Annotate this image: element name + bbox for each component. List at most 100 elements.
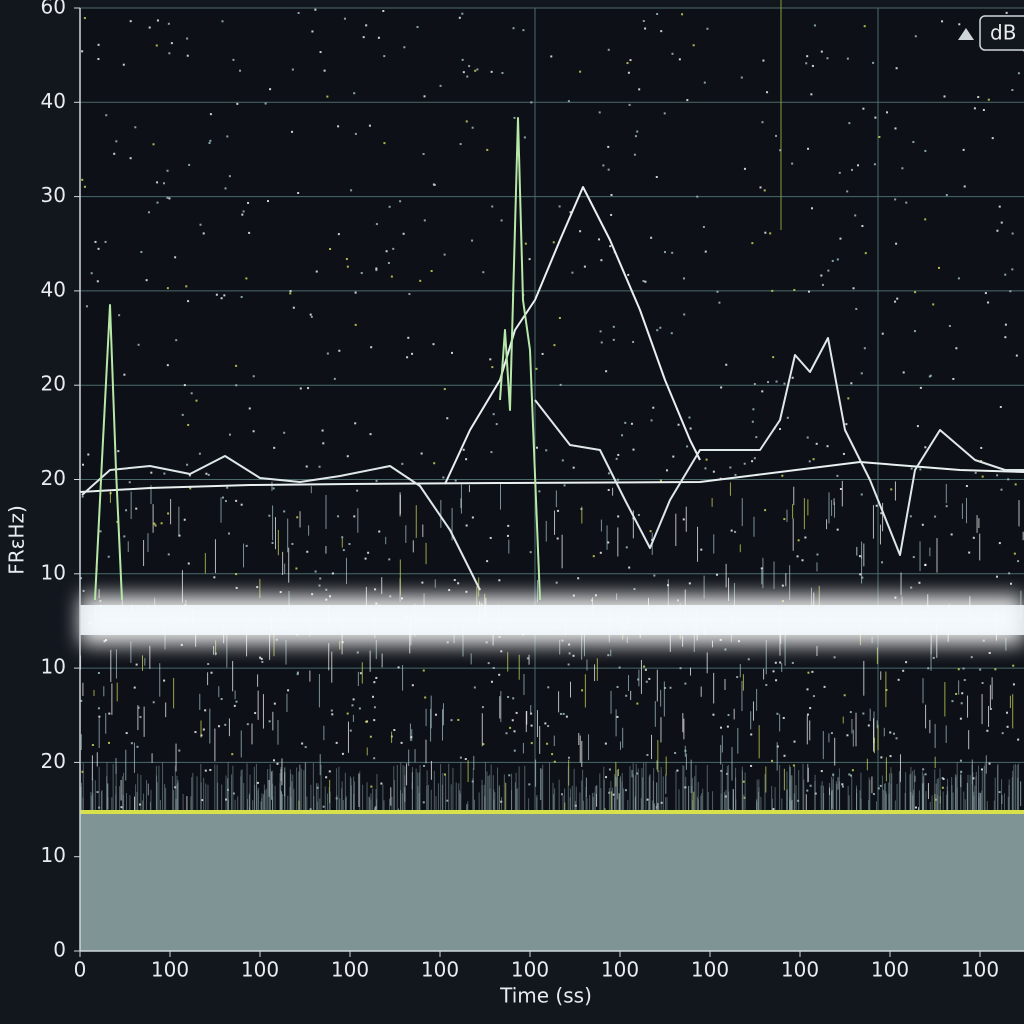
noise-dot <box>215 293 218 296</box>
noise-dot <box>905 661 908 664</box>
noise-dot <box>743 796 746 799</box>
noise-dot <box>130 742 133 745</box>
noise-dot <box>388 205 391 208</box>
noise-dot <box>988 651 991 654</box>
noise-dot <box>1009 290 1012 293</box>
noise-dot <box>826 445 829 448</box>
noise-dot <box>383 142 386 145</box>
noise-dot <box>459 143 462 146</box>
noise-dot <box>924 773 927 776</box>
noise-dot <box>123 535 126 538</box>
noise-dot <box>342 549 345 552</box>
noise-dot <box>91 743 94 746</box>
noise-dot <box>942 778 945 781</box>
noise-dot <box>656 13 659 16</box>
noise-dot <box>403 46 406 49</box>
noise-dot <box>307 387 310 390</box>
noise-dot <box>140 250 143 253</box>
noise-dot <box>681 13 684 16</box>
y-tick-label: 10 <box>41 655 66 679</box>
x-tick-label: 100 <box>151 958 189 982</box>
noise-dot <box>529 551 532 554</box>
noise-dot <box>242 210 245 213</box>
noise-dot <box>791 162 794 165</box>
noise-dot <box>804 536 807 539</box>
noise-dot <box>913 330 916 333</box>
noise-dot <box>204 769 207 772</box>
noise-dot <box>1012 664 1015 667</box>
noise-dot <box>996 229 999 232</box>
noise-dot <box>984 292 987 295</box>
noise-dot <box>226 486 229 489</box>
noise-dot <box>148 26 151 29</box>
noise-dot <box>672 455 675 458</box>
noise-dot <box>156 201 159 204</box>
noise-dot <box>779 661 782 664</box>
noise-dot <box>877 787 880 790</box>
noise-dot <box>133 686 136 689</box>
noise-dot <box>156 181 159 184</box>
noise-dot <box>424 696 427 699</box>
noise-dot <box>712 713 715 716</box>
noise-dot <box>557 509 560 512</box>
y-tick-label: 0 <box>53 938 66 962</box>
noise-dot <box>322 805 325 808</box>
noise-dot <box>607 48 610 51</box>
noise-dot <box>188 474 191 477</box>
noise-dot <box>476 68 479 71</box>
noise-dot <box>515 711 518 714</box>
noise-dot <box>664 686 667 689</box>
noise-dot <box>652 406 655 409</box>
y-tick-label: 20 <box>41 372 66 396</box>
noise-dot <box>558 316 561 319</box>
noise-dot <box>941 786 944 789</box>
noise-dot <box>583 265 586 268</box>
noise-dot <box>81 495 84 498</box>
noise-dot <box>716 573 719 576</box>
noise-dot <box>764 231 767 234</box>
noise-dot <box>377 36 380 39</box>
noise-dot <box>551 753 554 756</box>
noise-dot <box>779 428 782 431</box>
y-tick-label: 10 <box>41 560 66 584</box>
noise-dot <box>894 198 897 201</box>
noise-dot <box>259 656 262 659</box>
noise-dot <box>507 524 510 527</box>
noise-dot <box>567 100 570 103</box>
traces <box>79 117 1024 601</box>
noise-dot <box>846 734 849 737</box>
noise-dot <box>224 723 227 726</box>
noise-dot <box>232 58 235 61</box>
noise-dot <box>271 541 274 544</box>
noise-dot <box>123 373 126 376</box>
noise-dot <box>236 102 239 105</box>
noise-dot <box>310 315 313 318</box>
noise-dot <box>166 364 169 367</box>
noise-dot <box>567 663 570 666</box>
noise-dot <box>682 277 685 280</box>
noise-dot <box>491 205 494 208</box>
noise-dot <box>979 668 982 671</box>
noise-dot <box>550 55 553 58</box>
noise-dot <box>401 462 404 465</box>
noise-dot <box>881 561 884 564</box>
noise-dot <box>827 269 830 272</box>
noise-dot <box>530 712 533 715</box>
noise-dot <box>522 29 525 32</box>
noise-dot <box>807 290 810 293</box>
noise-dot <box>1011 232 1014 235</box>
noise-dot <box>378 530 381 533</box>
noise-dot <box>97 707 100 710</box>
noise-dot <box>806 713 809 716</box>
noise-dot <box>761 390 764 393</box>
noise-dot <box>820 770 823 773</box>
noise-dot <box>762 59 765 62</box>
noise-dot <box>397 666 400 669</box>
noise-dot <box>199 223 202 226</box>
noise-dot <box>1017 738 1020 741</box>
noise-dot <box>471 239 474 242</box>
noise-dot <box>541 352 544 355</box>
noise-dot <box>544 722 547 725</box>
noise-dot <box>945 505 948 508</box>
noise-dot <box>99 530 102 533</box>
